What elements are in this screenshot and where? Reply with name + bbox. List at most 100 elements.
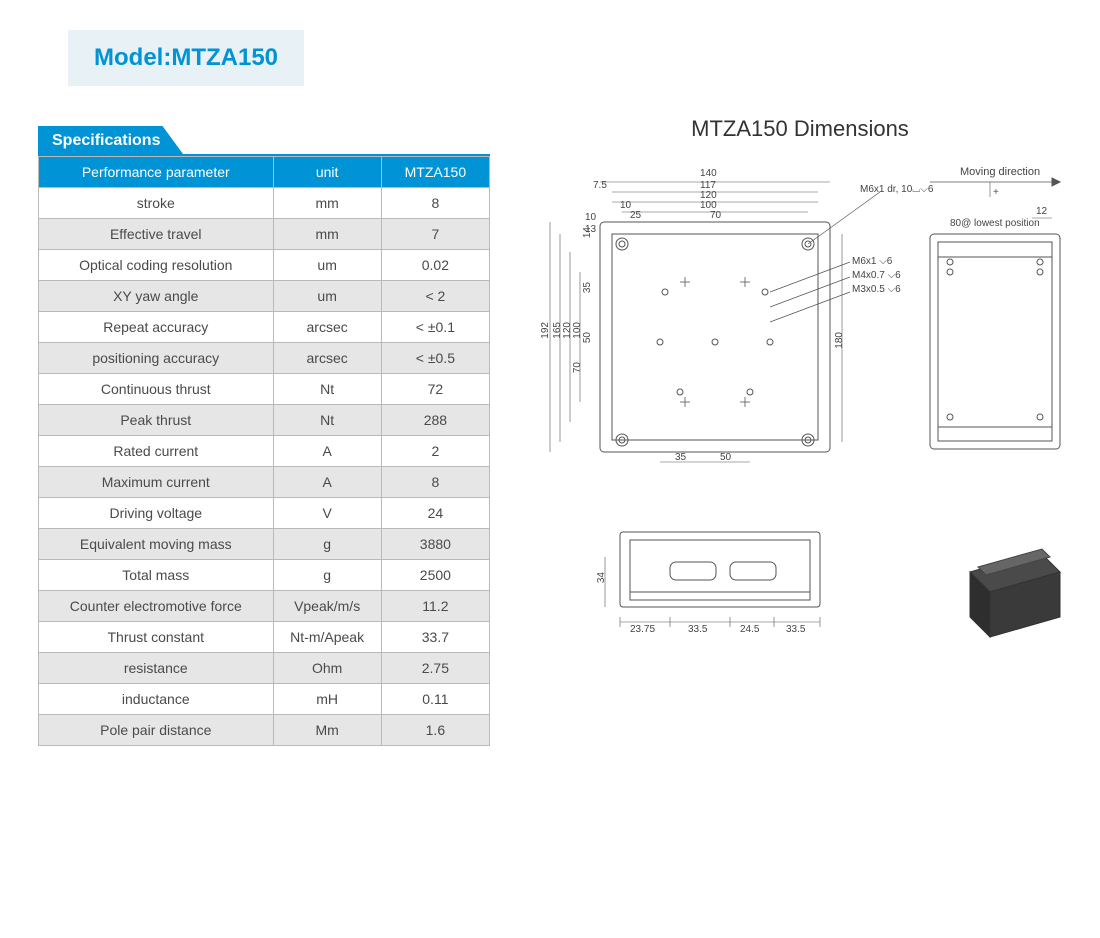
table-cell: 11.2 [381,591,489,622]
table-row: XY yaw angleum< 2 [39,281,490,312]
dim-label: 33.5 [688,624,707,635]
table-row: Rated currentA2 [39,436,490,467]
spec-tab-wrap: Specifications [38,126,490,156]
table-cell: A [273,436,381,467]
table-row: positioning accuracyarcsec< ±0.5 [39,343,490,374]
table-cell: 8 [381,467,489,498]
table-cell: Mm [273,715,381,746]
table-cell: arcsec [273,343,381,374]
table-cell: 3880 [381,529,489,560]
table-cell: 1.6 [381,715,489,746]
table-cell: um [273,250,381,281]
spec-tab-underline [38,154,490,156]
col-header: MTZA150 [381,157,489,188]
table-row: Repeat accuracyarcsec< ±0.1 [39,312,490,343]
col-header: Performance parameter [39,157,274,188]
table-cell: Continuous thrust [39,374,274,405]
table-cell: 2.75 [381,653,489,684]
table-cell: Optical coding resolution [39,250,274,281]
table-cell: Rated current [39,436,274,467]
table-cell: Driving voltage [39,498,274,529]
dim-label: 35 [675,452,686,463]
dim-callout: M6x1 dr, 10⌴⌵6 [860,184,933,195]
dimensions-diagram: + [530,162,1070,682]
table-cell: Maximum current [39,467,274,498]
table-cell: V [273,498,381,529]
dim-label: 24.5 [740,624,759,635]
table-cell: Thrust constant [39,622,274,653]
table-cell: Effective travel [39,219,274,250]
dimensions-title: MTZA150 Dimensions [530,116,1070,142]
dim-label: 70 [572,362,583,373]
table-cell: 2 [381,436,489,467]
table-cell: Peak thrust [39,405,274,436]
table-row: resistanceOhm2.75 [39,653,490,684]
table-row: Pole pair distanceMm1.6 [39,715,490,746]
table-row: Optical coding resolutionum0.02 [39,250,490,281]
table-row: Maximum currentA8 [39,467,490,498]
table-cell: inductance [39,684,274,715]
svg-text:+: + [993,187,999,198]
table-cell: positioning accuracy [39,343,274,374]
table-cell: mH [273,684,381,715]
table-cell: arcsec [273,312,381,343]
table-cell: Repeat accuracy [39,312,274,343]
table-cell: Equivalent moving mass [39,529,274,560]
spec-tab-label: Specifications [52,132,160,149]
table-cell: um [273,281,381,312]
table-cell: 0.02 [381,250,489,281]
model-badge: Model:MTZA150 [68,30,304,86]
table-cell: Pole pair distance [39,715,274,746]
table-cell: mm [273,188,381,219]
table-cell: 0.11 [381,684,489,715]
dim-label: 23.75 [630,624,655,635]
table-cell: Nt [273,405,381,436]
table-cell: 24 [381,498,489,529]
table-cell: Counter electromotive force [39,591,274,622]
dim-callout: M3x0.5 ⌵6 [852,284,901,295]
dim-note: 80@ lowest position [950,218,1040,229]
model-label: Model:MTZA150 [94,44,278,71]
col-header: unit [273,157,381,188]
table-header-row: Performance parameter unit MTZA150 [39,157,490,188]
table-row: inductancemH0.11 [39,684,490,715]
table-row: strokemm8 [39,188,490,219]
spec-tab: Specifications [38,126,184,156]
dim-label: 33.5 [786,624,805,635]
table-cell: < ±0.1 [381,312,489,343]
dim-label: 192 [540,322,551,339]
table-cell: Ohm [273,653,381,684]
table-cell: Nt-m/Apeak [273,622,381,653]
dim-label: 13 [585,224,596,235]
table-cell: < ±0.5 [381,343,489,374]
table-cell: Nt [273,374,381,405]
table-cell: Vpeak/m/s [273,591,381,622]
table-row: Thrust constantNt-m/Apeak33.7 [39,622,490,653]
dim-label: 50 [720,452,731,463]
dim-label: 180 [834,332,845,349]
dim-label: 12 [1036,206,1047,217]
table-cell: 72 [381,374,489,405]
dimensions-svg: + [530,162,1070,682]
table-cell: g [273,560,381,591]
table-cell: < 2 [381,281,489,312]
table-cell: resistance [39,653,274,684]
dim-label: 140 [700,168,717,179]
dim-label: 25 [630,210,641,221]
table-row: Effective travelmm7 [39,219,490,250]
dim-callout: M4x0.7 ⌵6 [852,270,901,281]
table-cell: 288 [381,405,489,436]
table-row: Driving voltageV24 [39,498,490,529]
table-cell: mm [273,219,381,250]
table-cell: 8 [381,188,489,219]
table-cell: Total mass [39,560,274,591]
table-cell: g [273,529,381,560]
moving-direction-label: Moving direction [960,166,1040,178]
table-row: Equivalent moving massg3880 [39,529,490,560]
table-row: Counter electromotive forceVpeak/m/s11.2 [39,591,490,622]
dim-label: 34 [596,572,607,583]
table-row: Continuous thrustNt72 [39,374,490,405]
dim-callout: M6x1 ⌵6 [852,256,892,267]
dim-label: 35 [582,282,593,293]
dim-label: 70 [710,210,721,221]
